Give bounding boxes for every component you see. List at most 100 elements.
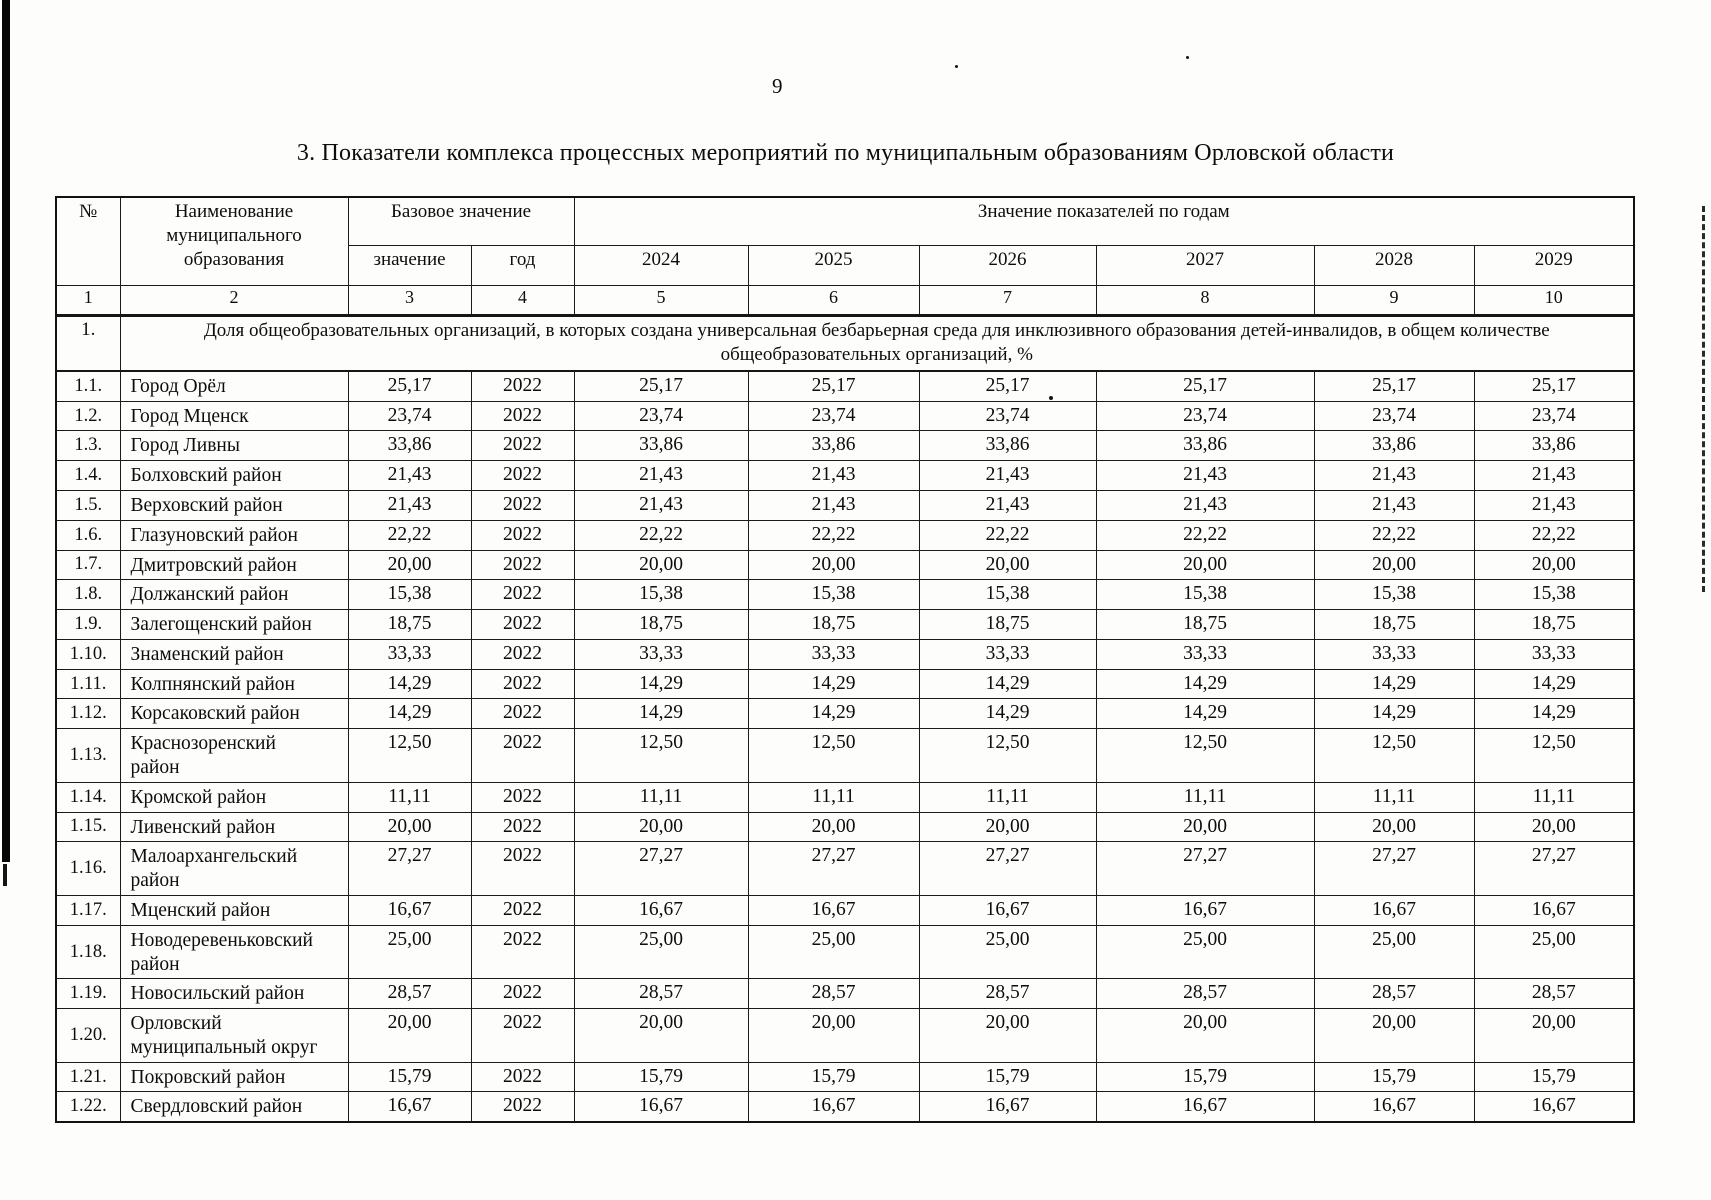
value-2028: 22,22: [1313, 519, 1475, 551]
value-2026: 33,33: [918, 638, 1097, 670]
value-2027: 28,57: [1095, 978, 1315, 1010]
value-2024: 25,00: [573, 924, 749, 980]
base-year: 2022: [470, 978, 575, 1010]
value-2027: 21,43: [1095, 490, 1315, 521]
base-year: 2022: [470, 370, 575, 402]
value-2025: 20,00: [747, 1008, 920, 1063]
value-2027: 20,00: [1095, 1008, 1315, 1063]
municipality-name: Малоархангельский район: [119, 841, 349, 896]
table-row: 1.2. Город Мценск 23,74 2022 23,74 23,74 23,74…: [55, 400, 1635, 432]
scan-dash-artifact: [1702, 206, 1705, 592]
value-2025: 14,29: [747, 698, 920, 730]
base-year: 2022: [470, 1061, 575, 1093]
page-title: 3. Показатели комплекса процессных мероп…: [296, 140, 1395, 166]
value-2028: 25,00: [1313, 924, 1475, 980]
base-value: 22,22: [347, 519, 472, 551]
value-2025: 15,38: [747, 579, 920, 611]
base-value: 18,75: [347, 609, 472, 640]
base-value: 15,79: [347, 1061, 472, 1093]
table-row: 1.6. Глазуновский район 22,22 2022 22,22 22,2…: [55, 519, 1635, 551]
base-year: 2022: [470, 430, 575, 462]
column-number: 3: [347, 284, 472, 317]
value-2029: 14,29: [1473, 668, 1635, 700]
table-row: 1.7. Дмитровский район 20,00 2022 20,00 20,00…: [55, 549, 1635, 581]
value-2028: 15,79: [1313, 1061, 1475, 1093]
municipality-name: Болховский район: [119, 460, 349, 491]
value-2025: 25,17: [747, 370, 920, 402]
base-year: 2022: [470, 609, 575, 640]
table-row: 1.12. Корсаковский район 14,29 2022 14,29 14,…: [55, 698, 1635, 730]
value-2027: 33,86: [1095, 430, 1315, 462]
value-2026: 15,79: [918, 1061, 1097, 1093]
value-2025: 22,22: [747, 519, 920, 551]
column-number: 6: [747, 284, 920, 317]
value-2026: 14,29: [918, 698, 1097, 730]
value-2025: 16,67: [747, 1091, 920, 1123]
base-year: 2022: [470, 728, 575, 783]
value-2025: 16,67: [747, 894, 920, 926]
value-2028: 16,67: [1313, 894, 1475, 926]
value-2026: 27,27: [918, 841, 1097, 896]
table-row: 1.16. Малоархангельский район 27,27 2022 27,…: [55, 841, 1635, 896]
value-2029: 25,17: [1473, 370, 1635, 402]
row-number: 1.22.: [55, 1091, 121, 1123]
value-2028: 20,00: [1313, 811, 1475, 843]
row-number: 1.6.: [55, 519, 121, 551]
value-2025: 15,79: [747, 1061, 920, 1093]
value-2026: 33,86: [918, 430, 1097, 462]
indicator-title: Доля общеобразовательных организаций, в …: [119, 314, 1635, 372]
value-2025: 25,00: [747, 924, 920, 980]
value-2026: 23,74: [918, 400, 1097, 432]
value-2027: 15,38: [1095, 579, 1315, 611]
column-number: 8: [1095, 284, 1315, 317]
base-value: 20,00: [347, 1008, 472, 1063]
base-year: 2022: [470, 1008, 575, 1063]
table-row: 1.17. Мценский район 16,67 2022 16,67 16,67 16…: [55, 894, 1635, 926]
value-2028: 20,00: [1313, 549, 1475, 581]
col-header-num: №: [55, 196, 121, 286]
value-2027: 21,43: [1095, 460, 1315, 491]
table-row: 1.9. Залегощенский район 18,75 2022 18,75 18,…: [55, 609, 1635, 640]
value-2027: 27,27: [1095, 841, 1315, 896]
value-2026: 14,29: [918, 668, 1097, 700]
value-2028: 14,29: [1313, 698, 1475, 730]
row-number: 1.11.: [55, 668, 121, 700]
col-header-years-group: Значение показателей по годам: [573, 196, 1635, 246]
municipality-name: Свердловский район: [119, 1091, 349, 1123]
row-number: 1.5.: [55, 490, 121, 521]
base-year: 2022: [470, 1091, 575, 1123]
value-2027: 25,00: [1095, 924, 1315, 980]
value-2028: 14,29: [1313, 668, 1475, 700]
column-number: 5: [573, 284, 749, 317]
value-2028: 28,57: [1313, 978, 1475, 1010]
col-header-municipality: Наименование муниципального образования: [119, 196, 349, 286]
base-value: 16,67: [347, 894, 472, 926]
row-number: 1.4.: [55, 460, 121, 491]
scan-dot-artifact: [955, 65, 958, 68]
row-number: 1.16.: [55, 841, 121, 896]
base-year: 2022: [470, 490, 575, 521]
value-2024: 21,43: [573, 460, 749, 491]
municipality-name: Мценский район: [119, 894, 349, 926]
base-value: 16,67: [347, 1091, 472, 1123]
scan-edge-artifact-tail: [3, 864, 7, 886]
municipality-name: Корсаковский район: [119, 698, 349, 730]
value-2024: 27,27: [573, 841, 749, 896]
column-number: 9: [1313, 284, 1475, 317]
municipality-name: Залегощенский район: [119, 609, 349, 640]
value-2027: 33,33: [1095, 638, 1315, 670]
value-2025: 12,50: [747, 728, 920, 783]
value-2027: 18,75: [1095, 609, 1315, 640]
col-header-year-2024: 2024: [573, 244, 749, 286]
municipality-name: Знаменский район: [119, 638, 349, 670]
value-2029: 22,22: [1473, 519, 1635, 551]
table-row: 1.5. Верховский район 21,43 2022 21,43 21,43 2…: [55, 490, 1635, 521]
municipality-name: Колпнянский район: [119, 668, 349, 700]
base-year: 2022: [470, 460, 575, 491]
value-2024: 15,38: [573, 579, 749, 611]
row-number: 1.18.: [55, 924, 121, 980]
value-2025: 21,43: [747, 490, 920, 521]
col-header-year-2025: 2025: [747, 244, 920, 286]
base-value: 25,17: [347, 370, 472, 402]
value-2029: 20,00: [1473, 1008, 1635, 1063]
